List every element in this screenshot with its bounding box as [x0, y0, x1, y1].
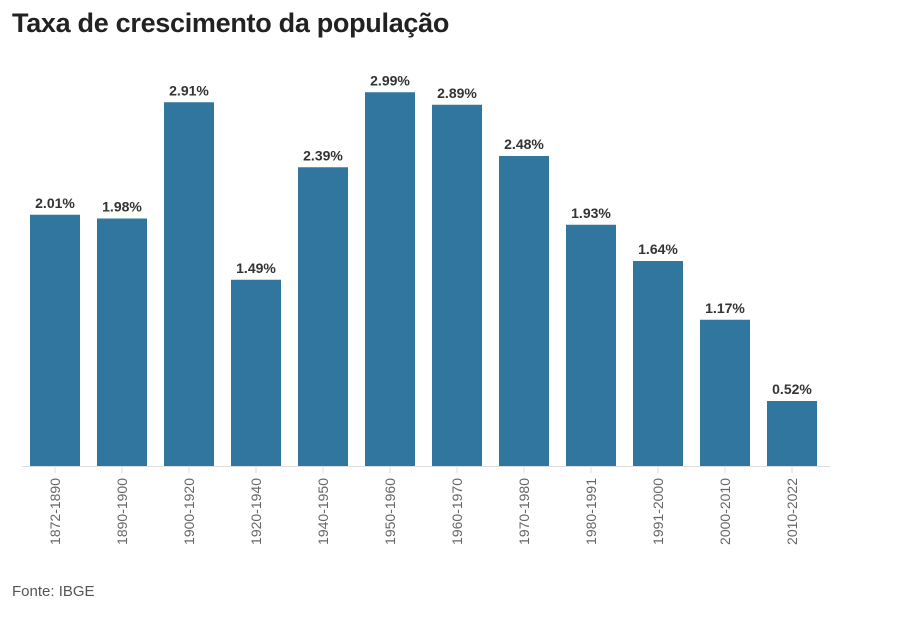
data-label: 2.01%: [35, 195, 75, 211]
bar: [30, 214, 80, 466]
x-tick-label: 1920-1940: [248, 478, 264, 545]
x-tick-label: 1872-1890: [47, 478, 63, 545]
x-tick-label: 1940-1950: [315, 478, 331, 545]
bar: [231, 279, 281, 466]
x-tick-label: 1980-1991: [583, 478, 599, 545]
data-label: 2.91%: [169, 82, 209, 98]
bar: [432, 104, 482, 466]
bar: [365, 92, 415, 466]
data-label: 2.39%: [303, 147, 343, 163]
x-tick-label: 1960-1970: [449, 478, 465, 545]
chart-title: Taxa de crescimento da população: [12, 8, 450, 38]
x-tick-label: 2000-2010: [717, 478, 733, 545]
bar: [298, 167, 348, 466]
data-label: 2.48%: [504, 136, 544, 152]
bar: [767, 401, 817, 466]
data-label: 2.89%: [437, 85, 477, 101]
bar: [700, 319, 750, 466]
x-tick-label: 1900-1920: [181, 478, 197, 545]
x-tick-label: 1970-1980: [516, 478, 532, 545]
data-label: 0.52%: [772, 381, 812, 397]
source-note: Fonte: IBGE: [12, 583, 95, 600]
x-tick-label: 1991-2000: [650, 478, 666, 545]
bar: [499, 156, 549, 466]
bar: [164, 102, 214, 466]
data-label: 2.99%: [370, 72, 410, 88]
x-tick-label: 1890-1900: [114, 478, 130, 545]
data-label: 1.49%: [236, 260, 276, 276]
bar: [97, 218, 147, 466]
x-tick-label: 1950-1960: [382, 478, 398, 545]
data-label: 1.64%: [638, 241, 678, 257]
data-label: 1.98%: [102, 199, 142, 215]
data-label: 1.93%: [571, 205, 611, 221]
bar: [566, 224, 616, 466]
x-tick-label: 2010-2022: [784, 478, 800, 545]
bar: [633, 261, 683, 466]
data-label: 1.17%: [705, 300, 745, 316]
